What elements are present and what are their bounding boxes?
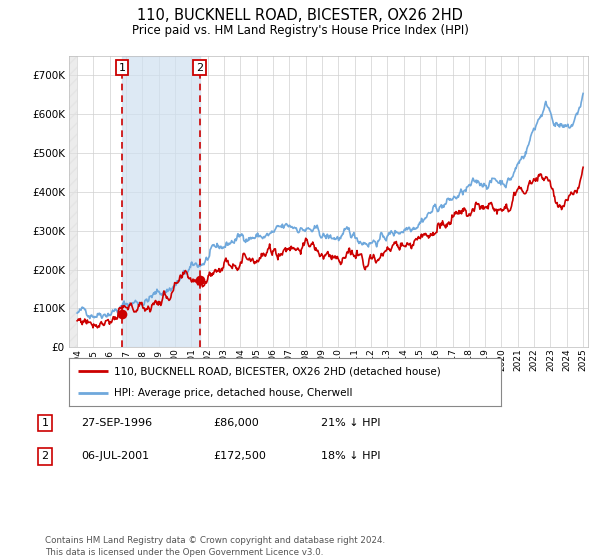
Text: Contains HM Land Registry data © Crown copyright and database right 2024.
This d: Contains HM Land Registry data © Crown c…	[45, 536, 385, 557]
Text: 06-JUL-2001: 06-JUL-2001	[81, 451, 149, 461]
Text: 2: 2	[196, 63, 203, 73]
Text: 1: 1	[41, 418, 49, 428]
Text: 2: 2	[41, 451, 49, 461]
Text: 21% ↓ HPI: 21% ↓ HPI	[321, 418, 380, 428]
Text: £172,500: £172,500	[213, 451, 266, 461]
Text: Price paid vs. HM Land Registry's House Price Index (HPI): Price paid vs. HM Land Registry's House …	[131, 24, 469, 36]
Text: 27-SEP-1996: 27-SEP-1996	[81, 418, 152, 428]
Text: 1: 1	[119, 63, 125, 73]
Text: 18% ↓ HPI: 18% ↓ HPI	[321, 451, 380, 461]
Bar	[122, 56, 200, 347]
Text: HPI: Average price, detached house, Cherwell: HPI: Average price, detached house, Cher…	[115, 388, 353, 398]
Text: 110, BUCKNELL ROAD, BICESTER, OX26 2HD: 110, BUCKNELL ROAD, BICESTER, OX26 2HD	[137, 8, 463, 24]
Text: 110, BUCKNELL ROAD, BICESTER, OX26 2HD (detached house): 110, BUCKNELL ROAD, BICESTER, OX26 2HD (…	[115, 366, 441, 376]
Bar	[69, 56, 77, 347]
Text: £86,000: £86,000	[213, 418, 259, 428]
